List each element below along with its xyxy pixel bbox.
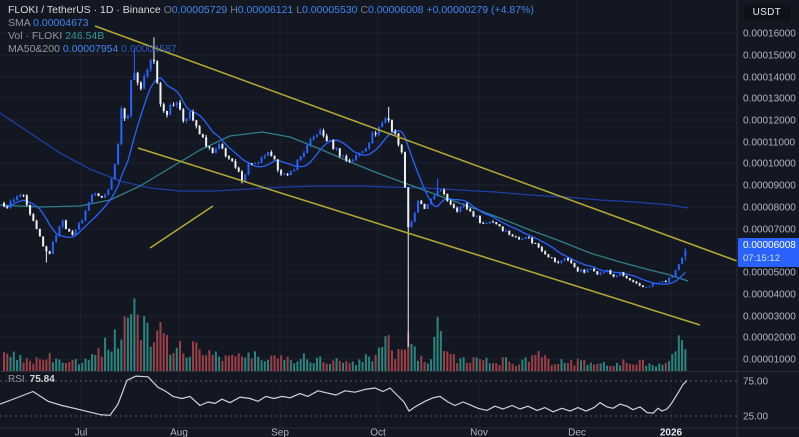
rsi-legend[interactable]: RSI 75.84 bbox=[8, 374, 55, 385]
svg-text:0.00009000: 0.00009000 bbox=[743, 181, 796, 192]
svg-text:0.00004000: 0.00004000 bbox=[743, 290, 796, 301]
svg-text:0.00003000: 0.00003000 bbox=[743, 312, 796, 323]
low-label: L bbox=[296, 4, 303, 16]
svg-text:2026: 2026 bbox=[660, 428, 683, 437]
ma200-value: 0.00004587 bbox=[121, 43, 177, 55]
high-label: H bbox=[230, 4, 238, 16]
svg-text:0.00015000: 0.00015000 bbox=[743, 51, 796, 62]
svg-text:0.00013000: 0.00013000 bbox=[743, 94, 796, 105]
chart-legend: FLOKI / TetherUS · 1D · Binance O0.00005… bbox=[8, 4, 534, 56]
svg-text:Oct: Oct bbox=[370, 428, 386, 437]
close-label: C bbox=[360, 4, 369, 16]
sma-value: 0.00004673 bbox=[33, 17, 89, 29]
svg-text:75.00: 75.00 bbox=[743, 377, 768, 388]
low-value: 0.00005530 bbox=[302, 4, 358, 16]
svg-text:0.00016000: 0.00016000 bbox=[743, 29, 796, 40]
ma-legend-row[interactable]: MA50&200 0.00007954 0.00004587 bbox=[8, 43, 534, 56]
symbol-legend-row[interactable]: FLOKI / TetherUS · 1D · Binance O0.00005… bbox=[8, 4, 534, 17]
svg-text:0.00014000: 0.00014000 bbox=[743, 73, 796, 84]
svg-text:25.00: 25.00 bbox=[743, 412, 768, 423]
open-value: 0.00005729 bbox=[171, 4, 228, 16]
rsi-value: 75.84 bbox=[29, 374, 55, 385]
open-label: O bbox=[163, 4, 172, 16]
change-value: +0.00000279 (+4.87%) bbox=[426, 4, 534, 16]
svg-text:Nov: Nov bbox=[470, 428, 488, 437]
svg-text:0.00010000: 0.00010000 bbox=[743, 159, 796, 170]
symbol-title: FLOKI / TetherUS · 1D · Binance bbox=[8, 4, 161, 16]
bar-countdown: 07:15:12 bbox=[743, 253, 780, 264]
sma-legend-row[interactable]: SMA 0.00004673 bbox=[8, 17, 534, 30]
volume-label: Vol · FLOKI bbox=[8, 30, 63, 42]
svg-text:Aug: Aug bbox=[170, 428, 188, 437]
price-axis[interactable] bbox=[737, 0, 799, 428]
svg-text:0.00005000: 0.00005000 bbox=[743, 268, 796, 279]
currency-toggle-button[interactable]: USDT bbox=[743, 5, 790, 21]
high-value: 0.00006121 bbox=[237, 4, 294, 16]
svg-text:Jul: Jul bbox=[75, 428, 88, 437]
svg-text:0.00008000: 0.00008000 bbox=[743, 203, 796, 214]
svg-text:Sep: Sep bbox=[271, 428, 289, 437]
rsi-label: RSI bbox=[8, 374, 25, 385]
close-value: 0.00006008 bbox=[368, 4, 424, 16]
last-price-value: 0.00006008 bbox=[743, 240, 796, 251]
svg-text:0.00012000: 0.00012000 bbox=[743, 116, 796, 127]
volume-legend-row[interactable]: Vol · FLOKI 246.54B bbox=[8, 30, 534, 43]
svg-text:0.00007000: 0.00007000 bbox=[743, 225, 796, 236]
ma50-value: 0.00007954 bbox=[62, 43, 119, 55]
ma-label: MA50&200 bbox=[8, 43, 60, 55]
svg-text:0.00011000: 0.00011000 bbox=[743, 138, 796, 149]
sma-label: SMA bbox=[8, 17, 31, 29]
time-axis[interactable] bbox=[0, 428, 799, 437]
svg-text:0.00002000: 0.00002000 bbox=[743, 333, 796, 344]
svg-text:0.00001000: 0.00001000 bbox=[743, 355, 796, 366]
last-price-label[interactable]: 0.00006008 07:15:12 bbox=[738, 238, 799, 267]
volume-value: 246.54B bbox=[65, 30, 105, 42]
svg-text:Dec: Dec bbox=[568, 428, 586, 437]
